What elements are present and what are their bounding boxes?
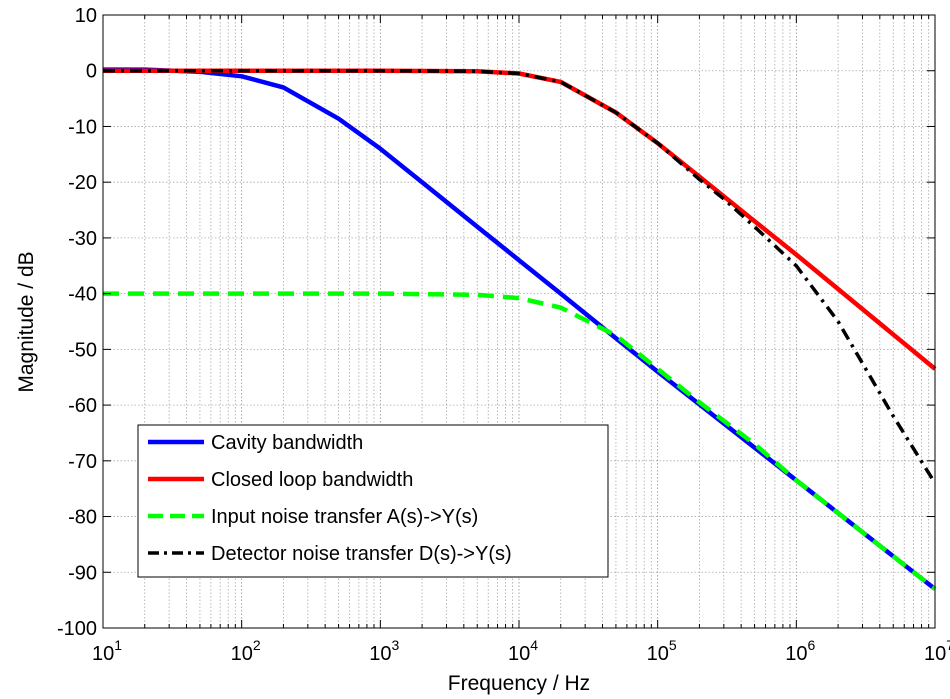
x-tick-base: 10: [92, 643, 114, 665]
x-tick-exponent: 2: [253, 637, 261, 653]
x-tick-label: 101: [92, 637, 122, 665]
x-axis-label: Frequency / Hz: [448, 672, 590, 695]
y-tick-label: -80: [68, 507, 97, 529]
x-tick-base: 10: [369, 643, 391, 665]
x-tick-label: 106: [785, 637, 815, 665]
x-tick-base: 10: [508, 643, 530, 665]
x-tick-base: 10: [924, 643, 946, 665]
x-tick-label: 102: [231, 637, 261, 665]
x-tick-exponent: 1: [114, 637, 122, 653]
x-tick-exponent: 7: [946, 637, 950, 653]
y-tick-label: -40: [68, 284, 97, 306]
x-tick-exponent: 4: [530, 637, 538, 653]
legend-entry-label: Detector noise transfer D(s)->Y(s): [211, 543, 512, 565]
y-axis-label: Magnitude / dB: [15, 251, 38, 392]
x-tick-base: 10: [231, 643, 253, 665]
x-tick-exponent: 3: [392, 637, 400, 653]
legend-entry-label: Input noise transfer A(s)->Y(s): [211, 506, 478, 528]
x-tick-base: 10: [647, 643, 669, 665]
legend-entry-label: Closed loop bandwidth: [211, 469, 413, 491]
y-tick-label: -100: [57, 618, 97, 640]
legend: Cavity bandwidth Closed loop bandwidth Inp…: [137, 424, 609, 578]
y-tick-label: -30: [68, 228, 97, 250]
x-tick-base: 10: [785, 643, 807, 665]
y-tick-label: -70: [68, 451, 97, 473]
x-tick-label: 105: [647, 637, 677, 665]
y-tick-label: 10: [75, 5, 97, 27]
series-line-3: [103, 291, 937, 591]
y-tick-label: 0: [86, 61, 97, 83]
y-tick-label: -10: [68, 116, 97, 138]
x-tick-label: 107: [924, 637, 950, 665]
x-tick-label: 103: [369, 637, 399, 665]
legend-box: [137, 424, 609, 578]
series-line-4: [103, 68, 937, 485]
y-tick-label: -60: [68, 395, 97, 417]
x-tick-exponent: 6: [808, 637, 816, 653]
y-tick-label: -50: [68, 339, 97, 361]
x-tick-exponent: 5: [669, 637, 677, 653]
legend-entry-label: Cavity bandwidth: [211, 432, 363, 454]
plot-lines: [103, 67, 937, 591]
x-tick-label: 104: [508, 637, 538, 665]
y-tick-label: -90: [68, 562, 97, 584]
y-tick-label: -20: [68, 172, 97, 194]
